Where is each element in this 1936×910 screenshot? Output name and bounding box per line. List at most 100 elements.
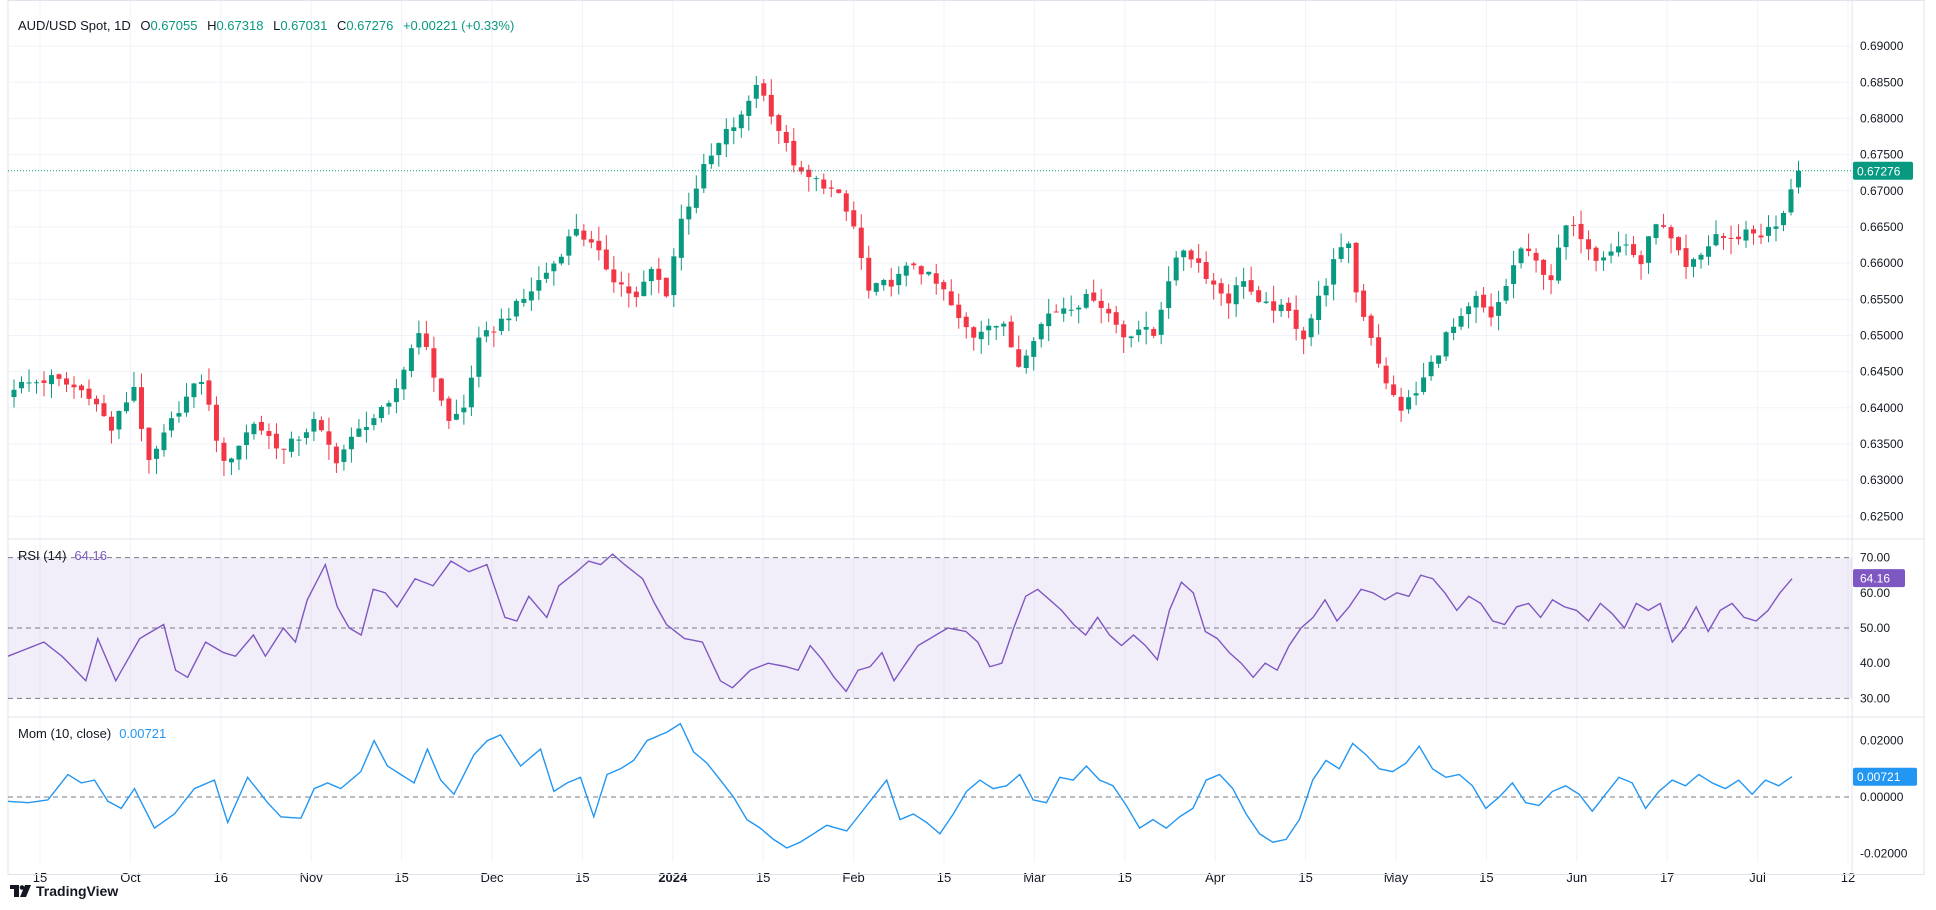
ohlc-legend: AUD/USD Spot, 1D O0.67055 H0.67318 L0.67… bbox=[18, 18, 520, 33]
x-tick-label: 16 bbox=[214, 870, 228, 885]
mom-value-badge bbox=[1853, 767, 1917, 786]
rsi-legend: RSI (14) 64.16 bbox=[18, 548, 107, 563]
price-tick-label: 0.67500 bbox=[1860, 148, 1904, 162]
high-label: H bbox=[207, 18, 217, 33]
candle-body bbox=[978, 331, 984, 340]
candle-body bbox=[153, 448, 159, 459]
candle-body bbox=[1023, 355, 1029, 368]
candle-body bbox=[888, 279, 894, 287]
candle-body bbox=[1661, 225, 1667, 227]
price-tick-label: 0.67000 bbox=[1860, 184, 1904, 198]
candle-body bbox=[761, 83, 767, 96]
mom-line bbox=[7, 722, 1793, 849]
x-tick-label: 2024 bbox=[658, 870, 688, 885]
candle-body bbox=[776, 115, 782, 131]
candle-body bbox=[566, 236, 572, 256]
candle-body bbox=[573, 228, 579, 236]
candle-body bbox=[303, 432, 309, 438]
candle-body bbox=[1466, 306, 1472, 315]
candle-body bbox=[1473, 295, 1479, 308]
candle-body bbox=[1781, 213, 1787, 226]
candle-body bbox=[408, 348, 414, 372]
rsi-value-badge bbox=[1853, 569, 1905, 588]
close-value: 0.67276 bbox=[346, 18, 394, 33]
candle-body bbox=[873, 283, 879, 292]
candle-body bbox=[851, 210, 857, 227]
candle-body bbox=[1256, 290, 1262, 302]
candle-body bbox=[363, 427, 369, 430]
candle-body bbox=[1631, 244, 1637, 256]
candle-body bbox=[1758, 235, 1764, 238]
x-tick-label: 15 bbox=[1479, 870, 1493, 885]
tradingview-logo[interactable]: TradingView bbox=[10, 883, 118, 899]
candle-body bbox=[176, 413, 182, 417]
candle-body bbox=[1271, 301, 1277, 311]
x-tick-label: 15 bbox=[394, 870, 408, 885]
candle-body bbox=[701, 164, 707, 189]
candle-body bbox=[416, 333, 422, 348]
candle-body bbox=[633, 291, 639, 298]
candle-body bbox=[1173, 257, 1179, 281]
candle-body bbox=[693, 188, 699, 208]
candle-body bbox=[686, 206, 692, 220]
candle-body bbox=[1443, 332, 1449, 357]
candle-body bbox=[371, 418, 377, 426]
x-tick-label: Dec bbox=[480, 870, 504, 885]
symbol-title[interactable]: AUD/USD Spot, 1D bbox=[18, 18, 131, 33]
candle-body bbox=[468, 377, 474, 408]
candle-body bbox=[1496, 302, 1502, 316]
candle-body bbox=[1353, 242, 1359, 293]
candle-body bbox=[843, 193, 849, 212]
price-tick-label: 0.64500 bbox=[1860, 365, 1904, 379]
close-label: C bbox=[336, 18, 347, 33]
candle-body bbox=[1796, 170, 1802, 188]
candle-body bbox=[491, 331, 497, 333]
candle-body bbox=[191, 383, 197, 398]
candle-body bbox=[1196, 258, 1202, 263]
mom-title[interactable]: Mom (10, close) bbox=[18, 726, 112, 741]
candle-body bbox=[881, 280, 887, 286]
x-tick-label: May bbox=[1384, 870, 1409, 885]
candle-body bbox=[86, 388, 92, 399]
candle-body bbox=[1653, 224, 1659, 239]
candle-body bbox=[1578, 223, 1584, 240]
candle-body bbox=[1451, 326, 1457, 334]
mom-tick-label: 0.00000 bbox=[1860, 790, 1904, 804]
candle-body bbox=[393, 388, 399, 403]
rsi-title[interactable]: RSI (14) bbox=[18, 548, 67, 563]
candle-body bbox=[1556, 247, 1562, 281]
x-tick-label: 15 bbox=[575, 870, 589, 885]
open-value: 0.67055 bbox=[150, 18, 198, 33]
candle-body bbox=[1046, 313, 1052, 327]
x-tick-label: 15 bbox=[1298, 870, 1312, 885]
candle-body bbox=[1098, 300, 1104, 308]
candle-body bbox=[596, 240, 602, 251]
mom-tick-label: -0.02000 bbox=[1860, 847, 1908, 861]
x-tick-label: Jun bbox=[1566, 870, 1587, 885]
candle-body bbox=[438, 378, 444, 401]
last-price-label: 0.67276 bbox=[1857, 164, 1901, 178]
candle-body bbox=[1376, 337, 1382, 364]
candle-body bbox=[1121, 324, 1127, 338]
candle-body bbox=[1106, 308, 1112, 314]
candle-body bbox=[933, 273, 939, 284]
price-tick-label: 0.63000 bbox=[1860, 473, 1904, 487]
candle-body bbox=[1436, 355, 1442, 364]
candle-body bbox=[558, 256, 564, 264]
candle-body bbox=[521, 298, 527, 303]
candle-body bbox=[446, 398, 452, 421]
candle-body bbox=[858, 227, 864, 258]
candle-body bbox=[71, 384, 77, 388]
candle-body bbox=[78, 385, 84, 391]
candle-body bbox=[1608, 251, 1614, 256]
price-tick-label: 0.66500 bbox=[1860, 220, 1904, 234]
candle-body bbox=[168, 418, 174, 431]
x-tick-label: Apr bbox=[1205, 870, 1226, 885]
candle-body bbox=[993, 325, 999, 328]
candle-body bbox=[1743, 229, 1749, 241]
candle-body bbox=[1158, 309, 1164, 335]
candle-body bbox=[828, 187, 834, 189]
candle-body bbox=[911, 263, 917, 266]
candle-body bbox=[1031, 341, 1037, 357]
